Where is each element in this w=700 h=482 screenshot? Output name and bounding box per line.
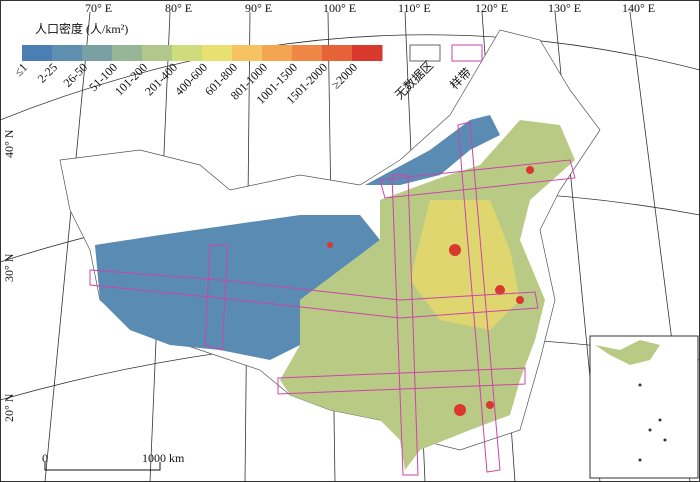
legend-swatch <box>112 45 143 61</box>
latitude-label: 40° N <box>2 129 16 158</box>
longitude-label: 80° E <box>165 1 192 15</box>
legend-swatch <box>232 45 263 61</box>
longitude-label: 100° E <box>323 1 356 15</box>
longitude-label: 90° E <box>245 1 272 15</box>
scale-distance: 1000 km <box>142 451 185 465</box>
scale-bar <box>44 462 161 471</box>
inset-islands <box>638 383 667 462</box>
longitude-label: 130° E <box>548 1 581 15</box>
legend-swatch <box>202 45 233 61</box>
hotspots <box>327 166 534 416</box>
legend-swatch <box>322 45 353 61</box>
legend-swatch <box>142 45 173 61</box>
legend-swatch <box>292 45 323 61</box>
longitude-label: 110° E <box>398 1 431 15</box>
western-region <box>95 215 380 360</box>
scale-zero: 0 <box>42 451 48 465</box>
longitude-label: 70° E <box>85 1 112 15</box>
legend-swatch <box>262 45 293 61</box>
latitude-label: 30° N <box>2 253 16 282</box>
transects <box>89 121 576 476</box>
inset-land <box>595 340 660 365</box>
northern-region <box>365 115 500 185</box>
legend-swatch <box>82 45 113 61</box>
transect-swatch <box>451 44 483 62</box>
legend-swatch <box>22 45 53 61</box>
legend-swatch <box>52 45 83 61</box>
longitude-label: 140° E <box>622 1 655 15</box>
legend-swatch <box>172 45 203 61</box>
legend-title: 人口密度 (人/km²) <box>35 21 128 36</box>
longitude-label: 120° E <box>475 1 508 15</box>
latitude-label: 20° N <box>2 393 16 422</box>
legend-swatch <box>352 45 383 61</box>
no-data-swatch <box>409 44 441 62</box>
